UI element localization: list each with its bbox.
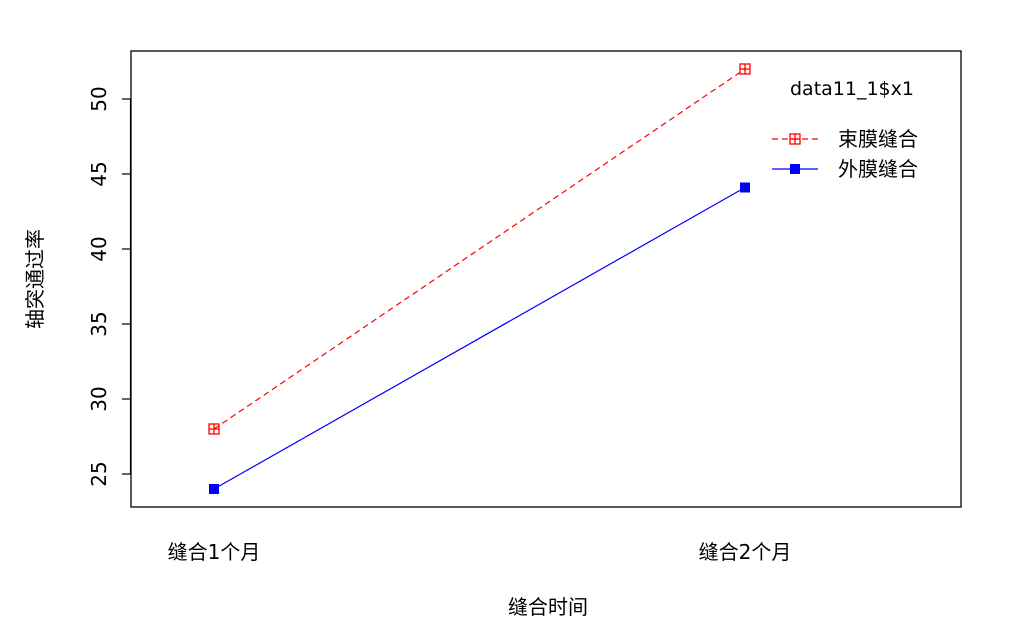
x-axis: 缝合1个月 缝合2个月	[168, 540, 792, 564]
y-axis: 25 30 35 40 45 50	[87, 86, 132, 487]
x-axis-label: 缝合时间	[508, 595, 588, 619]
series-line	[213, 68, 746, 430]
y-tick-label: 50	[87, 86, 111, 111]
point-marker	[740, 182, 750, 193]
point-marker	[790, 164, 800, 174]
series-line	[213, 186, 746, 490]
plot-frame	[130, 50, 962, 508]
point-marker	[209, 484, 219, 494]
point-marker	[208, 423, 220, 435]
point-marker	[739, 63, 751, 75]
x-tick-label: 缝合2个月	[699, 540, 792, 564]
y-tick-label: 45	[87, 161, 111, 186]
series-layer	[208, 63, 751, 494]
legend-item: 束膜缝合	[772, 127, 918, 151]
y-tick-label: 30	[87, 386, 111, 411]
legend-title: data11_1$x1	[790, 78, 914, 100]
point-marker	[789, 133, 801, 145]
series	[208, 63, 751, 435]
x-tick-label: 缝合1个月	[168, 540, 261, 564]
legend-label: 外膜缝合	[838, 157, 918, 181]
y-tick-label: 25	[87, 461, 111, 486]
legend-item: 外膜缝合	[772, 157, 918, 181]
series	[209, 182, 750, 494]
legend-label: 束膜缝合	[838, 127, 918, 151]
y-tick-label: 35	[87, 311, 111, 336]
y-tick-label: 40	[87, 236, 111, 261]
y-axis-label: 轴突通过率	[23, 229, 47, 329]
